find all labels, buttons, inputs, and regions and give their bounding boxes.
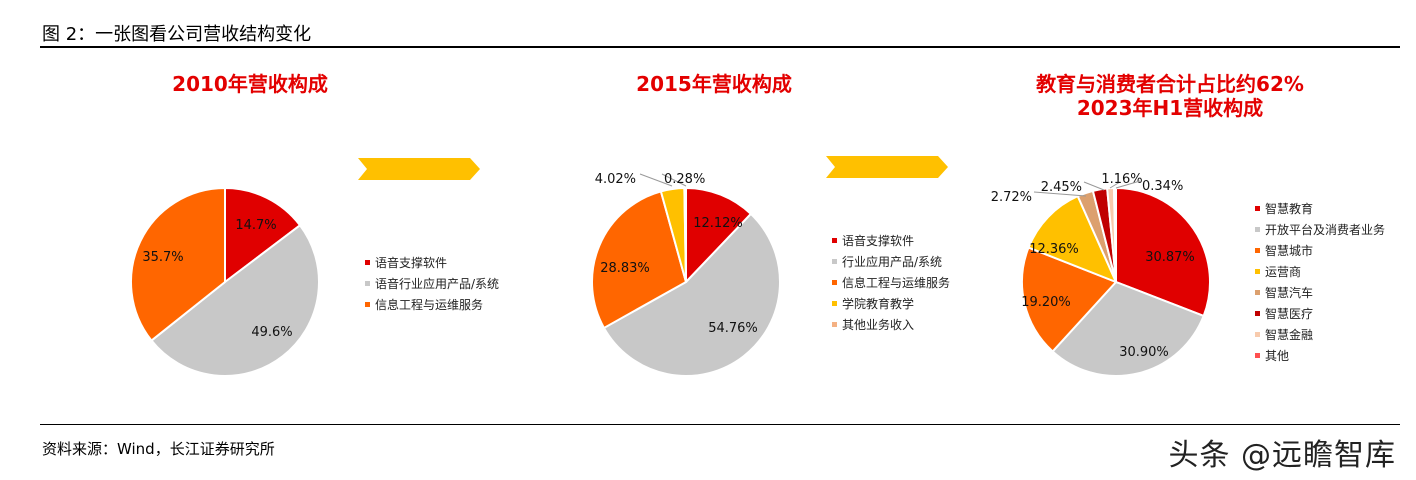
data-label: 54.76% [708,321,758,336]
chart-1-title: 2010年营收构成 [172,72,328,96]
legend-swatch [832,322,837,327]
data-label: 2.72% [991,190,1032,205]
legend-item: 语音支撑软件 [832,230,950,251]
legend-label: 其他业务收入 [842,318,915,332]
legend-swatch [1255,248,1260,253]
pie-slice-1 [224,186,302,285]
pie-slice-2 [1051,280,1205,377]
data-label: 0.34% [1142,179,1183,194]
legend-swatch [1255,311,1260,316]
legend-label: 智慧教育 [1265,202,1314,216]
pie-slice-4 [1027,194,1118,284]
legend-swatch [832,259,837,264]
legend-item: 信息工程与运维服务 [365,294,499,315]
legend-label: 其他 [1265,349,1290,363]
data-label: 12.12% [693,216,743,231]
legend-swatch [365,281,370,286]
legend-item: 语音行业应用产品/系统 [365,273,499,294]
legend-label: 智慧汽车 [1265,286,1314,300]
leader-line [1115,180,1141,189]
chart-2-title: 2015年营收构成 [636,72,792,96]
legend-label: 信息工程与运维服务 [375,298,484,312]
chart-3-title: 教育与消费者合计占比约62% [1036,72,1304,96]
legend-label: 智慧城市 [1265,244,1314,258]
legend-item: 信息工程与运维服务 [832,272,950,293]
legend-item: 运营商 [1255,261,1385,282]
legend-item: 智慧教育 [1255,198,1385,219]
legend-label: 语音支撑软件 [375,256,448,270]
bottom-rule [40,424,1400,425]
leader-line [1083,181,1105,191]
legend-label: 语音行业应用产品/系统 [375,277,500,291]
pie-slice-1 [1115,186,1211,318]
legend-item: 智慧医疗 [1255,303,1385,324]
legend-label: 语音支撑软件 [842,234,915,248]
data-label: 28.83% [600,261,650,276]
arrow-right-icon [826,156,948,178]
data-label: 0.28% [664,172,705,187]
legend-swatch [365,302,370,307]
legend-label: 运营商 [1265,265,1302,279]
legend-item: 智慧金融 [1255,324,1385,345]
leader-line [661,173,687,187]
data-label: 35.7% [142,250,183,265]
legend-label: 智慧医疗 [1265,307,1314,321]
legend-label: 信息工程与运维服务 [842,276,951,290]
data-label: 2.45% [1041,180,1082,195]
legend-item: 智慧城市 [1255,240,1385,261]
pie-slice-3 [591,190,688,330]
data-label: 4.02% [595,172,636,187]
pie-slice-3 [130,186,226,342]
pie-slice-1 [685,186,753,285]
legend-swatch [832,280,837,285]
leader-line [1033,191,1087,197]
legend-label: 学院教育教学 [842,297,915,311]
legend-item: 其他 [1255,345,1385,366]
leader-line [1109,181,1121,189]
data-label: 30.90% [1119,345,1169,360]
figure-title: 图 2：一张图看公司营收结构变化 [42,24,312,45]
legend-swatch [1255,353,1260,358]
legend-2015: 语音支撑软件行业应用产品/系统 信息工程与运维服务 学院教育教学 其他业务收入 [832,230,950,335]
legend-item: 行业应用产品/系统 [832,251,950,272]
data-label: 14.7% [235,218,276,233]
source-note: 资料来源：Wind，长江证券研究所 [42,440,275,458]
legend-swatch [832,301,837,306]
legend-item: 开放平台及消费者业务 [1255,219,1385,240]
data-label: 49.6% [251,325,292,340]
legend-swatch [1255,332,1260,337]
legend-swatch [1255,227,1260,232]
legend-swatch [1255,290,1260,295]
pie-slice-8 [1112,186,1117,283]
legend-label: 行业应用产品/系统 [842,255,943,269]
legend-item: 学院教育教学 [832,293,950,314]
legend-label: 开放平台及消费者业务 [1265,223,1386,237]
watermark: 头条 @远瞻智库 [1168,438,1396,473]
pie-slice-2 [602,212,781,377]
legend-2010: 语音支撑软件语音行业应用产品/系统 信息工程与运维服务 [365,252,499,315]
legend-swatch [832,238,837,243]
legend-swatch [1255,206,1260,211]
legend-item: 其他业务收入 [832,314,950,335]
legend-label: 智慧金融 [1265,328,1314,342]
chart-3-subtitle: 2023年H1营收构成 [1076,96,1264,120]
legend-swatch [365,260,370,265]
legend-swatch [1255,269,1260,274]
leader-line [639,173,673,187]
pie-slice-5 [683,186,687,283]
top-rule [40,46,1400,48]
legend-item: 语音支撑软件 [365,252,499,273]
data-label: 19.20% [1021,295,1071,310]
data-label: 12.36% [1029,242,1079,257]
pie-slice-2 [150,223,320,377]
legend-2023h1: 智慧教育开放平台及消费者业务 智慧城市运营商智慧汽车智慧医疗智慧金融其他 [1255,198,1385,366]
legend-item: 智慧汽车 [1255,282,1385,303]
data-label: 1.16% [1101,172,1142,187]
arrow-right-icon [358,158,480,180]
data-label: 30.87% [1145,250,1195,265]
